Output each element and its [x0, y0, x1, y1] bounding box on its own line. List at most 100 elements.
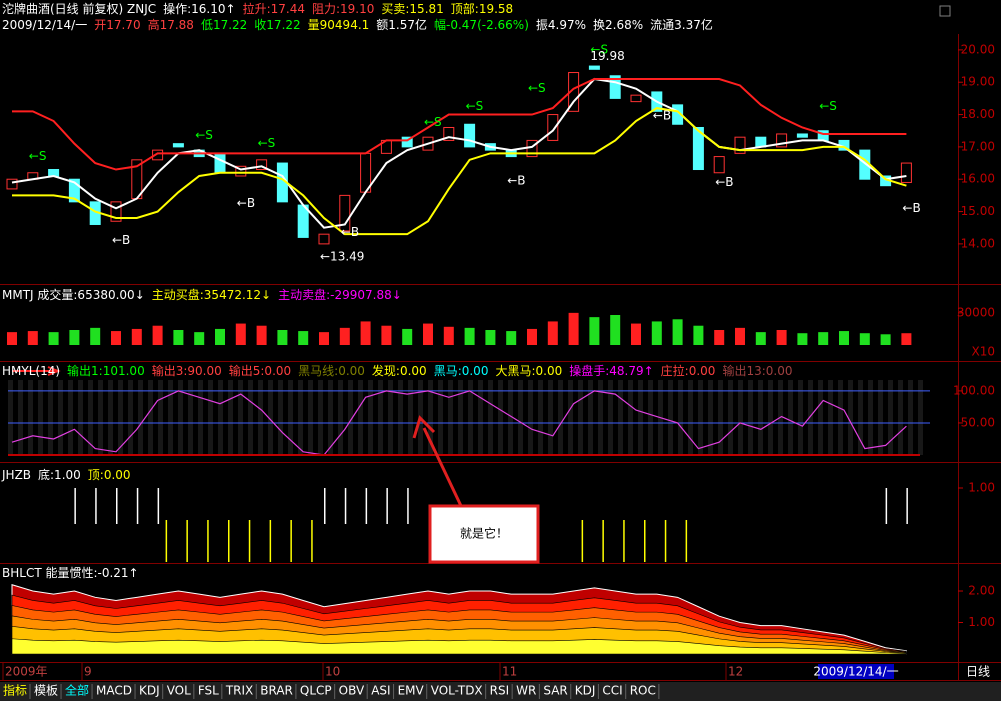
tab[interactable]: VOL-TDX: [431, 684, 483, 698]
tab[interactable]: 模板: [34, 684, 58, 698]
y-tick-label: 16.00: [961, 172, 995, 186]
bottom-flag: [344, 488, 347, 524]
signal-label: ←B: [507, 173, 525, 187]
volume-bar: [714, 330, 725, 345]
stripe: [308, 380, 313, 455]
stripe: [578, 380, 583, 455]
text-segment: 主动卖盘:-29907.88↓: [278, 287, 402, 302]
text-segment: MMTJ 成交量:65380.00↓: [2, 287, 145, 302]
stripe: [818, 380, 823, 455]
stripe: [188, 380, 193, 455]
tab[interactable]: RSI: [490, 684, 510, 698]
volume-bar: [48, 332, 59, 345]
signal-label: ←B: [112, 233, 130, 247]
stripe: [298, 380, 303, 455]
stripe: [508, 380, 513, 455]
y-tick-label: 100.00: [953, 383, 995, 397]
stripe: [898, 380, 903, 455]
volume-bar: [111, 331, 121, 345]
text-segment: 底:1.00: [38, 467, 81, 482]
top-flag: [207, 520, 209, 562]
stripe: [688, 380, 693, 455]
tab[interactable]: VOL: [167, 684, 191, 698]
stripe: [478, 380, 483, 455]
current-date: 2009/12/14/一: [813, 665, 898, 679]
candle-up: [443, 126, 455, 141]
stripe: [68, 380, 73, 455]
stripe: [858, 380, 863, 455]
stripe: [608, 380, 613, 455]
bottom-flag: [157, 488, 160, 524]
signal-label: ←B: [653, 109, 671, 123]
red-arrow: [12, 366, 61, 376]
stripe: [558, 380, 563, 455]
window-button[interactable]: [939, 5, 951, 17]
stripe: [138, 380, 143, 455]
tab[interactable]: KDJ: [575, 684, 596, 698]
tab[interactable]: KDJ: [139, 684, 160, 698]
stripe: [668, 380, 673, 455]
volume-bar: [131, 328, 142, 345]
tab[interactable]: TRIX: [225, 684, 253, 698]
candle-down: [401, 136, 413, 148]
tab-bar: [0, 682, 1001, 701]
stripe: [198, 380, 203, 455]
stripe: [918, 380, 923, 455]
date-label: 11: [502, 665, 517, 679]
text-segment: 输出1:101.00: [67, 363, 145, 378]
tab[interactable]: FSL: [198, 684, 219, 698]
signal-label: ←B: [341, 225, 359, 239]
stripe: [158, 380, 163, 455]
stripe: [698, 380, 703, 455]
text-segment: 流通3.37亿: [650, 17, 713, 32]
tab[interactable]: EMV: [398, 684, 425, 698]
text-segment: 开17.70: [94, 18, 140, 32]
tab[interactable]: MACD: [96, 684, 132, 698]
tab[interactable]: 全部: [65, 683, 89, 698]
y-tick-label: 1.00: [968, 615, 995, 629]
panel-title: JHZB 底:1.00 顶:0.00: [1, 467, 131, 482]
quote-line: 2009/12/14/一 开17.70 高17.88 低17.22 收17.22 量904…: [2, 17, 713, 32]
volume-bar: [27, 331, 38, 345]
candle-down: [214, 152, 226, 174]
candle-down: [588, 65, 600, 70]
tab[interactable]: QLCP: [300, 684, 332, 698]
stripe: [88, 380, 93, 455]
candle-up: [256, 159, 268, 171]
candle-up: [110, 201, 122, 222]
stripe: [458, 380, 463, 455]
stripe: [868, 380, 873, 455]
volume-bar: [506, 331, 517, 345]
tab[interactable]: WR: [516, 684, 536, 698]
unit-label: X10: [972, 345, 996, 359]
tab[interactable]: 指标: [3, 683, 27, 698]
stripe: [748, 380, 753, 455]
stripe: [28, 380, 33, 455]
signal-label: ←S: [258, 136, 276, 150]
stripe: [288, 380, 293, 455]
tab[interactable]: CCI: [602, 684, 622, 698]
stripe: [838, 380, 843, 455]
tab[interactable]: ROC: [630, 684, 656, 698]
text-segment: BHLCT 能量惯性:-0.21↑: [2, 565, 139, 580]
candle-up: [568, 72, 580, 112]
stripe: [48, 380, 53, 455]
tab[interactable]: OBV: [339, 684, 365, 698]
tab[interactable]: SAR: [543, 684, 567, 698]
stripe: [128, 380, 133, 455]
text-segment: 黑马:0.00: [434, 364, 489, 378]
volume-bar: [256, 325, 267, 345]
text-segment: 收17.22: [254, 18, 300, 32]
tab[interactable]: ASI: [371, 684, 390, 698]
y-tick-label: 15.00: [961, 204, 995, 218]
candle-down: [609, 75, 621, 99]
callout-arrow: [412, 415, 464, 509]
stripe: [528, 380, 533, 455]
text-segment: 黑马线:0.00: [298, 364, 365, 378]
bottom-flag: [386, 488, 388, 524]
tab[interactable]: BRAR: [260, 684, 293, 698]
callout-text: 就是它！: [460, 526, 508, 541]
signal-label: ←S: [424, 115, 442, 129]
